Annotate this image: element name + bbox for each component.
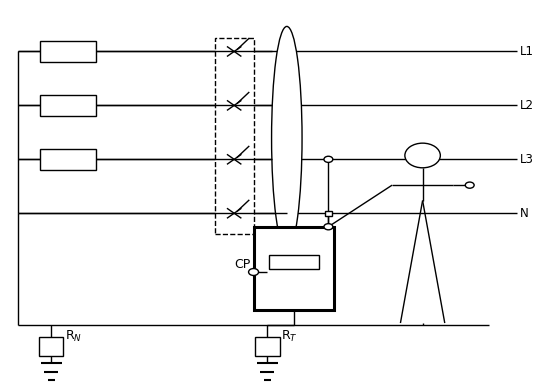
- Bar: [269, 255, 319, 269]
- Bar: [255, 336, 280, 356]
- Circle shape: [465, 182, 474, 188]
- Text: N: N: [520, 207, 529, 220]
- Ellipse shape: [272, 26, 302, 250]
- Bar: [215, 38, 253, 234]
- Text: R$_N$: R$_N$: [65, 329, 82, 344]
- Text: R$_T$: R$_T$: [281, 329, 298, 344]
- Circle shape: [324, 223, 333, 230]
- Text: L1: L1: [520, 45, 534, 58]
- Bar: [325, 211, 332, 216]
- Text: L3: L3: [520, 153, 534, 166]
- Bar: [40, 95, 96, 116]
- Bar: [40, 41, 96, 62]
- Circle shape: [405, 143, 441, 168]
- Text: L2: L2: [520, 99, 534, 112]
- Bar: [253, 227, 334, 310]
- Bar: [39, 336, 63, 356]
- Circle shape: [324, 156, 333, 163]
- Bar: [40, 149, 96, 170]
- Text: CP: CP: [234, 258, 251, 271]
- Circle shape: [248, 268, 258, 275]
